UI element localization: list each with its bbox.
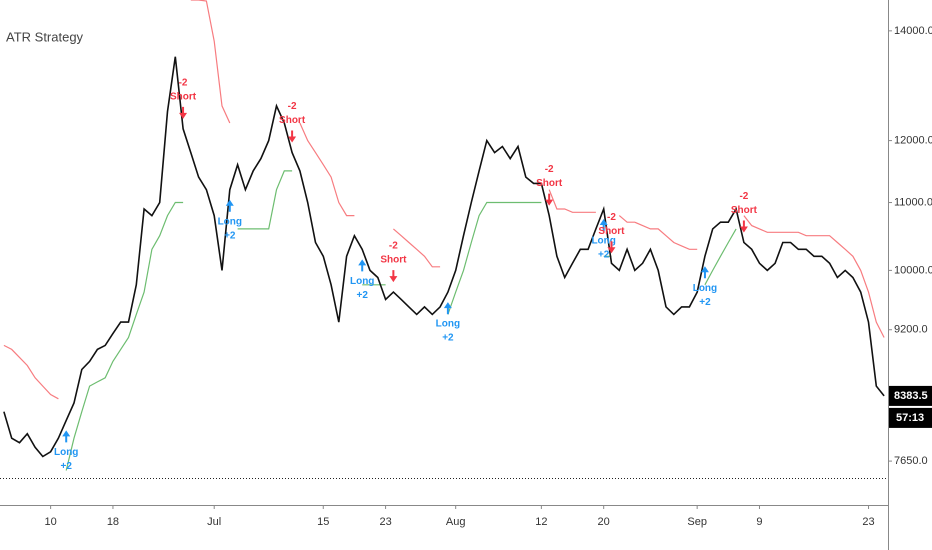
chart-title: ATR Strategy [6, 29, 84, 44]
signal-text: Short [731, 205, 758, 216]
countdown-box [889, 407, 932, 428]
last-price-label: 8383.5 [894, 390, 928, 402]
countdown-label: 57:13 [896, 412, 924, 424]
signal-qty: -2 [389, 241, 398, 252]
y-tick-label: 14000.0 [894, 25, 932, 37]
y-tick-label: 10000.0 [894, 264, 932, 276]
signal-qty: +2 [699, 297, 711, 308]
signal-qty: +2 [357, 290, 369, 301]
signal-qty: -2 [179, 77, 188, 88]
long-arrow [700, 266, 709, 279]
x-tick-label: 23 [862, 516, 874, 528]
signal-qty: +2 [61, 461, 73, 472]
signal-qty: +2 [224, 230, 236, 241]
short-arrow [288, 130, 297, 143]
signal-text: Short [380, 255, 407, 266]
long-arrow [62, 430, 71, 443]
long-arrow [358, 259, 367, 272]
x-tick-label: 10 [45, 516, 57, 528]
signal-qty: -2 [607, 212, 616, 223]
signal-text: Short [170, 91, 197, 102]
short-arrow [607, 241, 616, 254]
x-tick-label: 12 [535, 516, 547, 528]
signal-qty: +2 [598, 250, 610, 261]
x-tick-label: Aug [446, 516, 466, 528]
long-arrow [225, 199, 234, 212]
x-tick-label: 9 [756, 516, 762, 528]
signal-text: Long [693, 283, 717, 294]
signal-qty: -2 [288, 101, 297, 112]
x-tick-label: 18 [107, 516, 119, 528]
signal-text: Long [54, 447, 78, 458]
signal-text: Short [279, 115, 306, 126]
signal-qty: -2 [739, 191, 748, 202]
y-tick-label: 7650.0 [894, 455, 928, 467]
short-arrow [545, 193, 554, 206]
short-arrow [739, 220, 748, 233]
long-arrow [599, 219, 608, 232]
signal-text: Short [598, 226, 625, 237]
signal-text: Long [591, 236, 615, 247]
y-tick-label: 11000.0 [894, 196, 932, 208]
x-tick-label: Sep [687, 516, 707, 528]
series-line [65, 170, 737, 471]
x-tick-label: 15 [317, 516, 329, 528]
last-price-box [889, 385, 932, 406]
signal-text: Long [436, 319, 460, 330]
series-line [3, 0, 885, 400]
signal-text: Long [350, 276, 374, 287]
signal-text: Short [536, 178, 563, 189]
series-line [3, 56, 885, 458]
y-tick-label: 9200.0 [894, 324, 928, 336]
signal-qty: -2 [545, 164, 554, 175]
short-arrow [179, 106, 188, 119]
signal-text: Long [218, 216, 242, 227]
signal-qty: +2 [442, 333, 454, 344]
y-tick-label: 12000.0 [894, 134, 932, 146]
long-arrow [443, 302, 452, 315]
x-tick-label: 20 [598, 516, 610, 528]
short-arrow [389, 270, 398, 283]
x-tick-label: Jul [207, 516, 221, 528]
x-tick-label: 23 [379, 516, 391, 528]
